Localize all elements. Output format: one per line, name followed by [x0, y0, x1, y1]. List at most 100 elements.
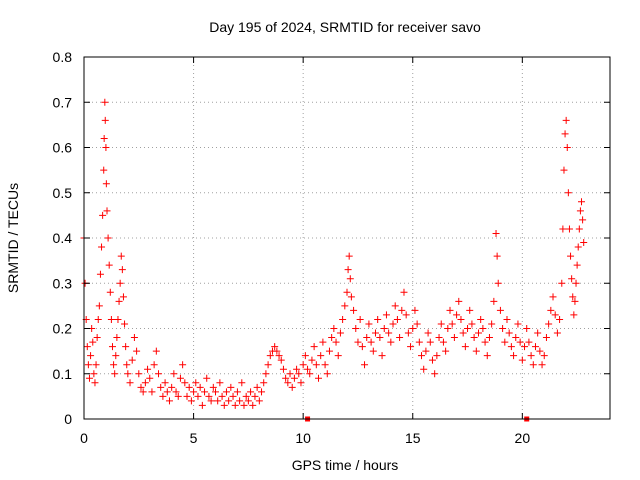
data-point [231, 401, 239, 409]
data-point [108, 343, 116, 351]
data-point [295, 370, 303, 378]
data-point [385, 329, 393, 337]
data-point [253, 383, 261, 391]
data-point [527, 352, 535, 360]
data-point [157, 383, 165, 391]
data-point [501, 338, 509, 346]
chart-title: Day 195 of 2024, SRMTID for receiver sav… [209, 19, 481, 35]
data-point [244, 397, 252, 405]
axis-ticks [83, 56, 610, 420]
data-point [573, 261, 581, 269]
data-point [194, 392, 202, 400]
data-point [479, 325, 487, 332]
data-point [558, 279, 566, 287]
data-point [214, 397, 222, 405]
data-point [347, 293, 355, 301]
data-point [225, 397, 233, 405]
data-point [538, 361, 546, 369]
data-point [205, 392, 213, 400]
data-point [549, 293, 557, 301]
data-point [279, 365, 287, 373]
data-point [391, 302, 399, 310]
data-point [304, 365, 312, 373]
data-point [350, 306, 358, 314]
data-point [290, 374, 298, 382]
data-point [323, 370, 331, 378]
data-point [317, 352, 325, 360]
data-point [315, 374, 323, 382]
data-point [216, 379, 224, 387]
data-point [137, 383, 145, 391]
data-point [181, 379, 189, 387]
data-point [101, 116, 109, 124]
data-point [569, 293, 577, 301]
data-point [218, 392, 226, 400]
data-point [271, 343, 279, 351]
data-point [111, 370, 119, 378]
data-point [464, 325, 472, 332]
data-point [534, 329, 542, 337]
data-point [490, 297, 498, 305]
data-point [144, 365, 152, 373]
data-point [104, 234, 112, 242]
data-point [354, 338, 362, 346]
data-point [404, 329, 412, 337]
data-point [122, 343, 130, 351]
grid-lines [84, 57, 610, 419]
data-point [493, 252, 501, 260]
data-point [115, 297, 123, 305]
data-point [562, 116, 570, 124]
data-point [551, 311, 559, 319]
data-point [559, 225, 567, 233]
data-point [297, 379, 305, 387]
data-point [179, 361, 187, 369]
data-point [212, 388, 219, 396]
data-point [393, 315, 401, 323]
data-point [91, 379, 99, 387]
data-point [100, 166, 108, 174]
data-point [576, 207, 584, 215]
data-point [170, 370, 178, 378]
data-point [378, 352, 386, 360]
data-point [103, 207, 111, 215]
data-point [523, 325, 531, 332]
data-point [84, 361, 92, 369]
data-point [220, 401, 228, 409]
data-point [249, 401, 257, 409]
data-point [468, 320, 476, 328]
data-point [380, 325, 388, 332]
data-point [453, 311, 461, 319]
data-point [564, 189, 572, 197]
data-point [83, 343, 91, 351]
data-point [94, 315, 102, 323]
data-point [126, 379, 134, 387]
data-point [176, 374, 184, 382]
data-point [255, 397, 263, 405]
y-tick-label: 0 [64, 411, 72, 427]
data-point [284, 379, 292, 387]
data-point [455, 297, 463, 305]
data-point [505, 329, 513, 337]
data-point [187, 397, 195, 405]
data-point [553, 329, 561, 337]
data-point [96, 270, 104, 278]
data-point [190, 388, 198, 396]
y-tick-label: 0.5 [53, 185, 73, 201]
data-point [334, 352, 342, 360]
data-point [518, 356, 526, 364]
data-point [345, 252, 353, 260]
data-point [105, 261, 113, 269]
data-point [240, 401, 248, 409]
data-point [358, 343, 366, 351]
data-point [575, 225, 583, 233]
data-point [572, 279, 580, 287]
data-point [457, 315, 465, 323]
data-point [238, 379, 246, 387]
data-point [507, 343, 515, 351]
data-point [356, 315, 364, 323]
data-point [155, 370, 163, 378]
data-point [101, 98, 109, 106]
data-point [536, 347, 544, 355]
data-point [106, 288, 114, 296]
data-point [344, 266, 352, 274]
